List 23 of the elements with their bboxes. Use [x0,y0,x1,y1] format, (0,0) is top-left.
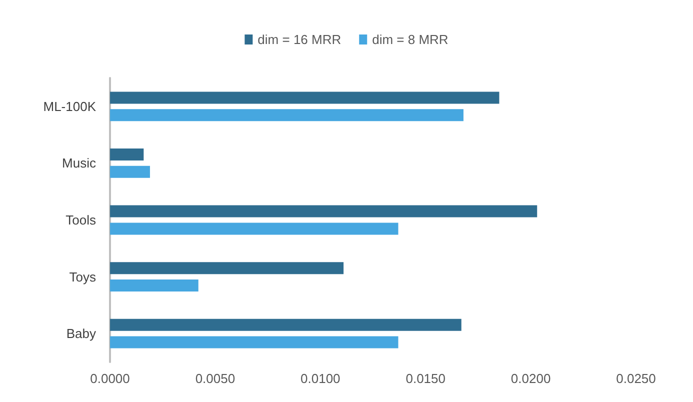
bar [110,109,464,122]
bar [110,166,150,178]
bar [110,318,462,331]
x-tick-label: 0.0200 [510,371,551,386]
bar [110,222,398,235]
bar [110,336,398,348]
y-tick-label: Tools [66,212,96,228]
y-tick-label: ML-100K [43,98,96,114]
x-tick-label: 0.0150 [406,371,446,386]
legend-label: dim = 8 MRR [372,32,448,47]
bar [110,148,144,160]
y-tick-label: Toys [69,269,96,284]
x-tick-label: 0.0250 [616,371,656,386]
bar [110,205,538,218]
bar [110,92,500,104]
y-tick-label: Baby [66,326,96,342]
legend-label: dim = 16 MRR [258,32,342,47]
x-tick-label: 0.0000 [90,371,130,386]
bar [110,262,344,274]
x-tick-label: 0.0050 [195,371,236,386]
x-tick-label: 0.0100 [300,371,340,386]
bar [110,280,198,292]
y-tick-label: Music [62,156,96,171]
